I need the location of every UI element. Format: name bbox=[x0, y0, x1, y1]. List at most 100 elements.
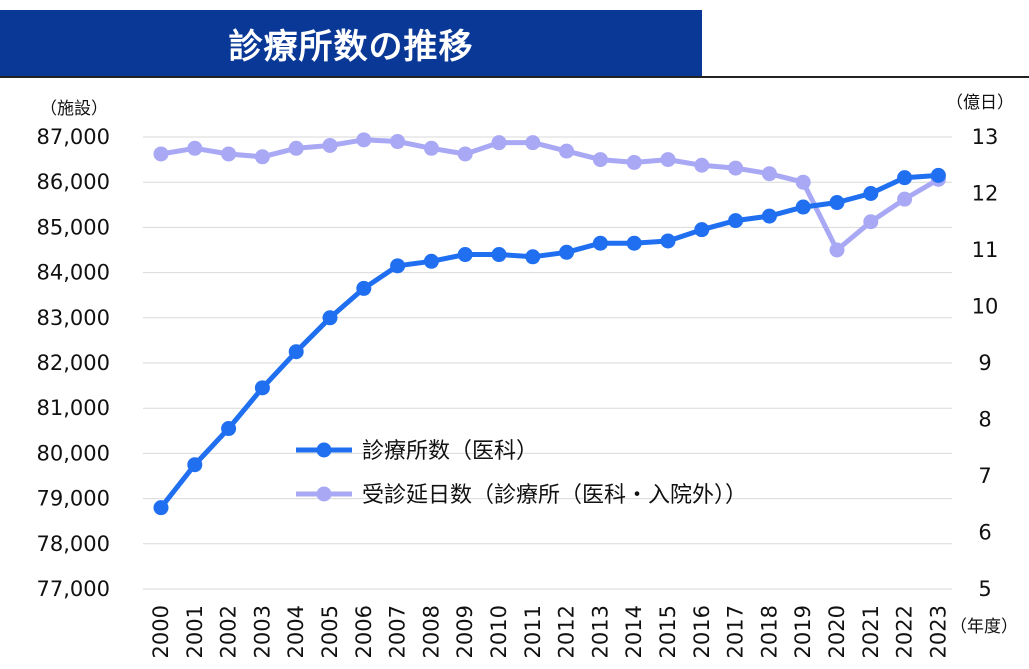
series-1-point bbox=[491, 247, 507, 263]
series-2-point bbox=[626, 154, 642, 170]
x-tick-label: 2007 bbox=[386, 605, 410, 658]
title-rule bbox=[0, 76, 1029, 78]
x-tick-label: 2006 bbox=[352, 605, 376, 658]
right-axis-unit: （億日） bbox=[946, 93, 1014, 113]
legend-label-series-2: 受診延日数（診療所（医科・入院外）） bbox=[362, 483, 747, 508]
x-axis-unit: （年度） bbox=[950, 617, 1018, 637]
x-tick-label: 2018 bbox=[757, 605, 781, 658]
series-2-point bbox=[423, 140, 439, 156]
series-1-point bbox=[795, 199, 811, 215]
x-tick-label: 2021 bbox=[859, 605, 883, 658]
series-1-point bbox=[694, 222, 710, 238]
right-tick-label: 7 bbox=[978, 464, 991, 488]
left-tick-label: 77,000 bbox=[37, 577, 110, 601]
left-tick-label: 81,000 bbox=[37, 396, 110, 420]
series-1-point bbox=[863, 186, 879, 201]
left-tick-label: 79,000 bbox=[37, 487, 110, 511]
series-2-point bbox=[322, 137, 338, 153]
left-tick-label: 82,000 bbox=[37, 351, 110, 375]
x-tick-label: 2013 bbox=[588, 605, 612, 658]
series-2-point bbox=[356, 132, 372, 148]
x-tick-label: 2015 bbox=[656, 605, 680, 658]
left-tick-label: 85,000 bbox=[37, 215, 110, 239]
left-tick-label: 84,000 bbox=[37, 261, 110, 285]
right-tick-label: 11 bbox=[972, 238, 999, 262]
x-tick-label: 2002 bbox=[217, 605, 241, 658]
series-1-point bbox=[322, 310, 338, 326]
series-1-point bbox=[626, 235, 642, 251]
series-1-point bbox=[761, 208, 777, 224]
right-tick-label: 10 bbox=[972, 295, 999, 319]
left-tick-label: 78,000 bbox=[37, 532, 110, 556]
series-1-point bbox=[356, 280, 372, 296]
legend: 診療所数（医科） 受診延日数（診療所（医科・入院外）） bbox=[296, 439, 747, 508]
x-tick-label: 2023 bbox=[926, 605, 950, 658]
series-1-point bbox=[728, 213, 744, 229]
series-1-point bbox=[288, 344, 304, 360]
x-tick-label: 2001 bbox=[183, 605, 207, 658]
series-1-point bbox=[660, 233, 676, 249]
x-tick-label: 2004 bbox=[284, 605, 308, 658]
left-tick-label: 80,000 bbox=[37, 441, 110, 465]
series-1-point bbox=[457, 247, 473, 263]
series-2-point bbox=[288, 140, 304, 156]
left-tick-label: 83,000 bbox=[37, 306, 110, 330]
series-1-point bbox=[930, 167, 946, 183]
series-1-point bbox=[592, 235, 608, 251]
x-tick-label: 2000 bbox=[149, 605, 173, 658]
x-tick-label: 2022 bbox=[893, 605, 917, 658]
series-1-point bbox=[254, 380, 270, 396]
x-tick-label: 2010 bbox=[487, 605, 511, 658]
x-tick-label: 2011 bbox=[521, 605, 545, 658]
series-2-point bbox=[254, 149, 270, 165]
title-band bbox=[0, 10, 702, 76]
x-tick-label: 2005 bbox=[318, 605, 342, 658]
legend-marker-series-1 bbox=[316, 442, 332, 458]
x-tick-label: 2020 bbox=[825, 605, 849, 658]
series-1-point bbox=[221, 421, 237, 437]
x-tick-label: 2016 bbox=[690, 605, 714, 658]
series-2-point bbox=[221, 146, 237, 162]
series-1-point bbox=[187, 457, 203, 473]
series-2-point bbox=[525, 135, 541, 151]
right-tick-label: 8 bbox=[978, 408, 991, 432]
left-tick-label: 87,000 bbox=[37, 125, 110, 149]
right-tick-label: 12 bbox=[972, 182, 999, 206]
series-2-point bbox=[897, 191, 913, 207]
right-axis: 13 12 11 10 9 8 7 6 5 bbox=[972, 125, 999, 601]
legend-marker-series-2 bbox=[316, 486, 332, 502]
series-2-point bbox=[863, 214, 879, 230]
series-2-point bbox=[390, 134, 406, 150]
x-tick-label: 2008 bbox=[419, 605, 443, 658]
x-tick-label: 2017 bbox=[724, 605, 748, 658]
series-2-point bbox=[761, 166, 777, 182]
series-2-point bbox=[153, 146, 169, 162]
series-1-point bbox=[897, 170, 913, 186]
grid-lines bbox=[143, 136, 952, 590]
x-tick-label: 2009 bbox=[453, 605, 477, 658]
legend-label-series-1: 診療所数（医科） bbox=[362, 439, 538, 464]
right-tick-label: 13 bbox=[972, 125, 999, 149]
x-tick-label: 2003 bbox=[250, 605, 274, 658]
series-1-point bbox=[390, 258, 406, 274]
series-1-point bbox=[525, 249, 541, 265]
page-title: 診療所数の推移 bbox=[228, 26, 474, 67]
series-1-point bbox=[423, 253, 439, 269]
series-2-point bbox=[592, 152, 608, 168]
x-tick-label: 2014 bbox=[622, 605, 646, 658]
series-line-2 bbox=[160, 137, 940, 253]
series-1-point bbox=[153, 500, 169, 516]
series-1-point bbox=[559, 244, 575, 260]
series-2-point bbox=[187, 140, 203, 156]
left-tick-label: 86,000 bbox=[37, 170, 110, 194]
series-1-point bbox=[829, 195, 845, 211]
series-2-point bbox=[829, 242, 845, 258]
series-2-point bbox=[728, 160, 744, 176]
series-2-point bbox=[694, 157, 710, 173]
left-axis: 87,000 86,000 85,000 84,000 83,000 82,000 81,0… bbox=[37, 125, 110, 601]
series-2-point bbox=[559, 143, 575, 159]
series-2-point bbox=[660, 152, 676, 168]
series-2-point bbox=[457, 146, 473, 162]
left-axis-unit: （施設） bbox=[40, 99, 108, 119]
